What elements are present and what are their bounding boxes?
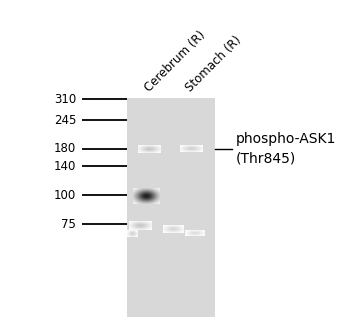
Text: 245: 245 — [54, 114, 76, 126]
Text: Stomach (R): Stomach (R) — [184, 34, 244, 94]
Text: Cerebrum (R): Cerebrum (R) — [142, 28, 208, 94]
Text: 310: 310 — [54, 93, 76, 106]
Text: 180: 180 — [54, 142, 76, 155]
Text: 140: 140 — [54, 160, 76, 173]
Text: phospho-ASK1
(Thr845): phospho-ASK1 (Thr845) — [236, 132, 336, 165]
Text: 75: 75 — [61, 218, 76, 230]
Text: 100: 100 — [54, 189, 76, 202]
Bar — [127, 98, 215, 317]
